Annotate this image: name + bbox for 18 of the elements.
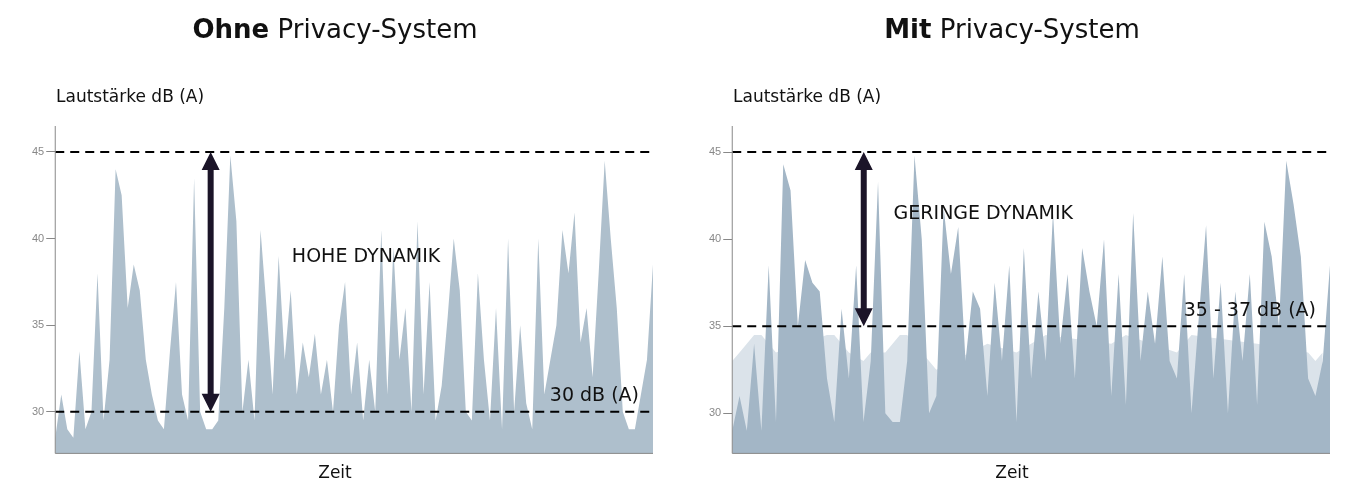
y-tick-label: 30 (708, 406, 722, 419)
y-tick-label: 30 (31, 404, 45, 417)
annotation: HOHE DYNAMIK (291, 243, 441, 266)
x-axis-title: Zeit (994, 462, 1030, 482)
y-tick-label: 40 (31, 231, 45, 244)
ref-line-label: 30 dB (A) (549, 383, 639, 406)
y-tick-label: 40 (708, 232, 722, 245)
y-tick-label: 45 (708, 145, 722, 158)
y-axis-title: Lautstärke dB (A) (733, 86, 882, 106)
y-axis-title: Lautstärke dB (A) (56, 86, 205, 106)
chart-title: Ohne Privacy-System (191, 14, 479, 44)
x-axis-title: Zeit (317, 462, 353, 482)
annotation: GERINGE DYNAMIK (893, 201, 1074, 224)
ref-line-label: 35 - 37 dB (A) (1183, 297, 1316, 320)
chart-title: Mit Privacy-System (883, 14, 1141, 44)
y-tick-label: 45 (31, 145, 45, 158)
y-tick-label: 35 (708, 319, 722, 332)
y-tick-label: 35 (31, 318, 45, 331)
